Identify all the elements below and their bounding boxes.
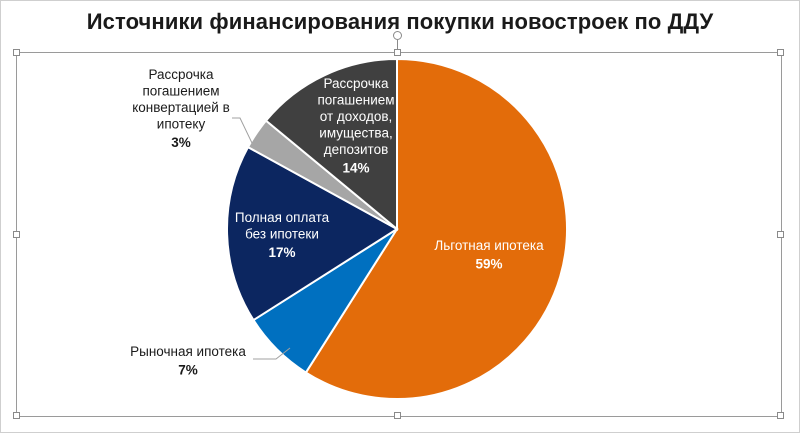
pie-slice-3[interactable] — [225, 145, 399, 322]
rotate-handle[interactable] — [393, 31, 402, 40]
slice-label-line: Рассрочка — [148, 67, 214, 82]
slice-label-line: Полная оплата — [235, 210, 330, 225]
resize-handle-bottom-right[interactable] — [777, 412, 784, 419]
resize-handle-bottom-left[interactable] — [13, 412, 20, 419]
chart-title: Источники финансирования покупки новостр… — [86, 9, 714, 34]
slice-label-line: ипотеку — [157, 117, 206, 132]
leader-line-4 — [232, 117, 253, 144]
slice-label-line: от доходов, — [320, 109, 393, 124]
resize-handle-right[interactable] — [777, 231, 784, 238]
slice-label-line: Рассрочка — [323, 76, 389, 91]
slice-label-line: погашением — [317, 93, 394, 108]
slice-label-2: Рыночная ипотека 7% — [130, 344, 246, 378]
slice-label-line: депозитов — [324, 142, 389, 157]
slice-label-line: Льготная ипотека — [434, 238, 544, 253]
slice-percent-label: 7% — [178, 363, 198, 378]
resize-handle-bottom[interactable] — [394, 412, 401, 419]
slice-percent-label: 59% — [475, 257, 502, 272]
slice-percent-label: 17% — [268, 245, 295, 260]
slice-label-4: Рассрочка погашением конвертацией в ипотеку… — [132, 67, 230, 150]
resize-handle-top[interactable] — [394, 49, 401, 56]
pie-slice-5[interactable] — [264, 57, 398, 232]
slice-label-1: Льготная ипотека 59% — [434, 238, 544, 272]
slice-label-line: конвертацией в — [132, 100, 230, 115]
rotate-handle-stem — [397, 40, 398, 51]
slice-percent-label: 3% — [171, 135, 191, 150]
resize-handle-top-left[interactable] — [13, 49, 20, 56]
slice-label-3: Полная оплата без ипотеки 17% — [235, 210, 330, 260]
leader-line-2 — [253, 347, 291, 360]
slice-label-line: без ипотеки — [245, 227, 319, 242]
resize-handle-left[interactable] — [13, 231, 20, 238]
pie-slice-1[interactable] — [304, 57, 568, 400]
slice-label-line: имущества, — [319, 126, 392, 141]
resize-handle-top-right[interactable] — [777, 49, 784, 56]
slice-label-line: погашением — [142, 84, 219, 99]
slice-percent-label: 14% — [342, 161, 369, 176]
slice-label-line: Рыночная ипотека — [130, 344, 246, 359]
slice-label-5: Рассрочка погашением от доходов, имущества,… — [317, 76, 394, 176]
